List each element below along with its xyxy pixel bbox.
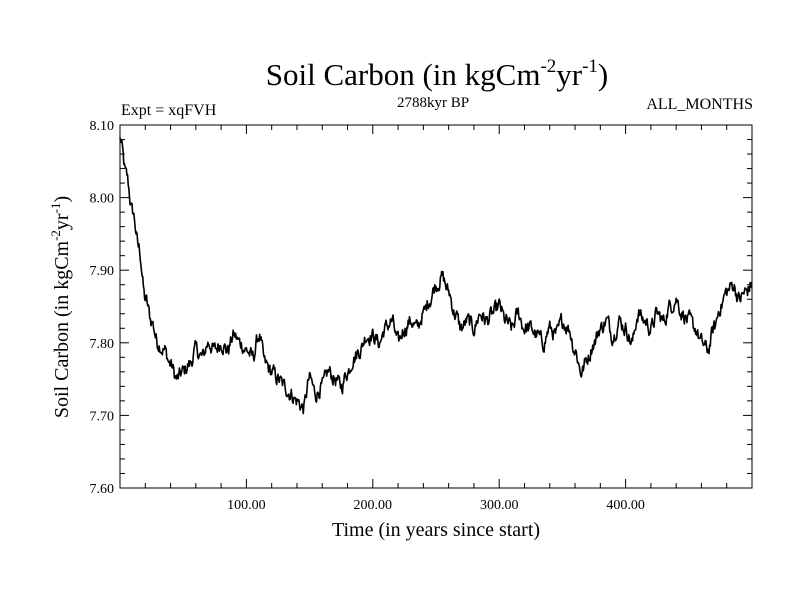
period-label: 2788kyr BP — [397, 95, 469, 111]
series-group — [119, 137, 753, 415]
x-axis-ticks: 100.00 200.00 300.00 400.00 — [144, 125, 728, 513]
chart-title: Soil Carbon (in kgCm-2yr-1) — [266, 56, 609, 92]
y-tick-label: 7.80 — [90, 337, 115, 352]
y-tick-label: 7.60 — [90, 482, 115, 497]
y-axis-ticks: 7.60 7.70 7.80 7.90 8.00 8.10 — [90, 119, 752, 497]
series-line-soil-carbon — [119, 137, 753, 415]
x-axis-label: Time (in years since start) — [332, 519, 540, 541]
x-tick-label: 100.00 — [227, 498, 266, 513]
plot-frame — [119, 124, 753, 489]
x-tick-label: 400.00 — [606, 498, 645, 513]
x-tick-label: 300.00 — [480, 498, 519, 513]
y-axis-label: Soil Carbon (in kgCm-2yr-1) — [48, 196, 73, 418]
y-tick-label: 7.90 — [90, 264, 115, 279]
y-tick-label: 8.00 — [90, 192, 115, 207]
months-label: ALL_MONTHS — [646, 96, 753, 113]
y-tick-label: 8.10 — [90, 119, 115, 134]
experiment-label: Expt = xqFVH — [121, 102, 217, 119]
x-tick-label: 200.00 — [354, 498, 393, 513]
y-tick-label: 7.70 — [90, 409, 115, 424]
